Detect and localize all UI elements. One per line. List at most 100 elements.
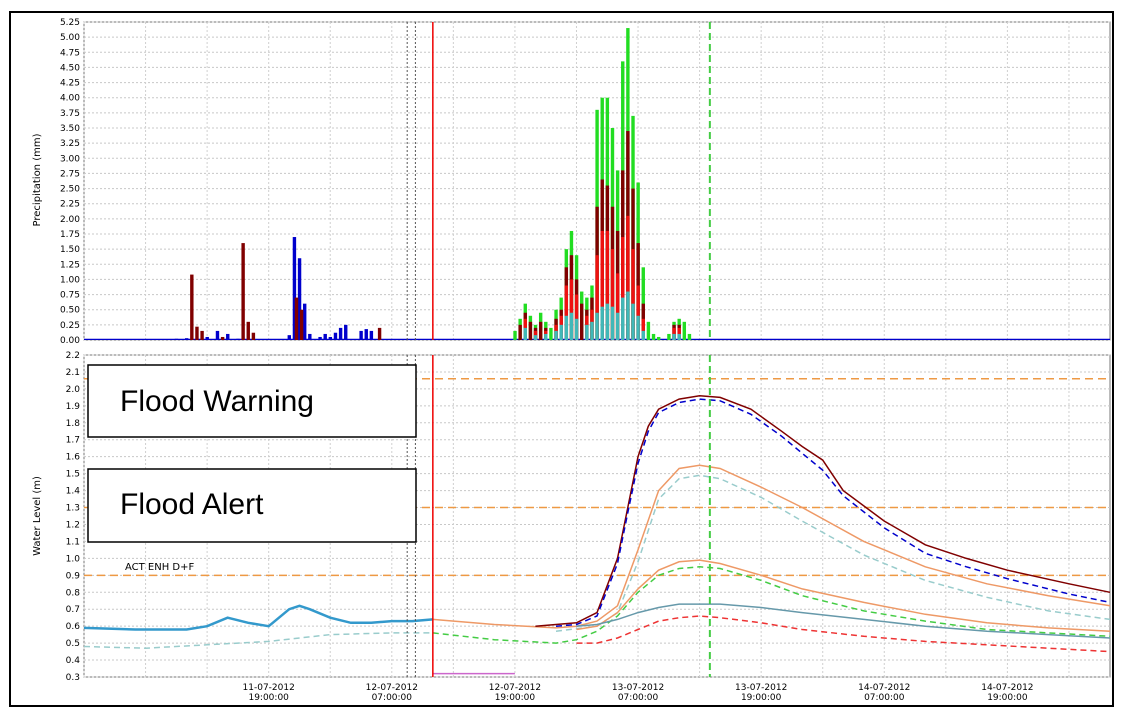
precip-bar: [559, 324, 563, 340]
water-level-series-line: [576, 615, 1111, 653]
y-tick-label: 4.75: [60, 48, 80, 58]
precip-time-markers: [406, 22, 711, 340]
x-tick-date: 11-07-2012: [243, 683, 295, 693]
precip-bar: [574, 294, 579, 340]
y-tick-label: 1.25: [60, 260, 80, 270]
y-tick-label: 1.1: [66, 537, 80, 547]
precip-bar: [651, 333, 656, 340]
precip-bar: [251, 332, 256, 340]
water-level-series-line: [432, 566, 1111, 644]
precip-bar: [605, 303, 610, 340]
precip-bar: [667, 333, 671, 340]
precip-bar: [549, 327, 553, 340]
precip-bar: [323, 333, 327, 340]
precip-bar: [338, 327, 343, 340]
x-tick-time: 07:00:00: [372, 693, 413, 703]
precip-bar: [215, 330, 220, 340]
threshold-label-act-enh: ACT ENH D+F: [125, 562, 195, 573]
y-tick-label: 0.75: [60, 291, 80, 301]
y-tick-label: 1.75: [60, 230, 80, 240]
y-tick-label: 0.3: [66, 673, 80, 683]
y-tick-label: 2.50: [60, 185, 80, 195]
y-tick-label: 5.00: [60, 33, 80, 43]
y-tick-label: 2.1: [66, 368, 80, 378]
precip-bar: [538, 321, 543, 340]
precip-bar: [308, 333, 312, 340]
precip-bar: [641, 330, 645, 340]
water-y-ticks: 0.3 0.4 0.5 0.6 0.7 0.8 0.9 1.0 1.1 1.2 1.3 1.4 1.5 1…: [66, 351, 81, 683]
water-y-axis-label: Water Level (m): [32, 476, 43, 556]
precip-bar: [564, 315, 569, 340]
y-tick-label: 3.75: [60, 109, 80, 119]
water-level-panel: 0.3 0.4 0.5 0.6 0.7 0.8 0.9 1.0 1.1 1.2 1.3 1.4 1.5 1…: [32, 351, 1111, 683]
precip-bar: [564, 285, 569, 340]
precip-bar: [318, 336, 322, 340]
x-tick-date: 12-07-2012: [489, 683, 541, 693]
precip-bar: [615, 273, 620, 340]
y-tick-label: 3.50: [60, 124, 80, 134]
precip-bar: [205, 336, 209, 340]
precip-bar: [600, 230, 604, 340]
water-level-series-line: [576, 603, 1111, 639]
precip-y-ticks: 0.00 0.25 0.50 0.75 1.00 1.25 1.50 1.75 2.00 2.25…: [60, 18, 80, 346]
precip-bar: [626, 215, 630, 340]
y-tick-label: 0.7: [66, 605, 80, 615]
precip-bar: [600, 306, 604, 340]
y-tick-label: 2.75: [60, 169, 80, 179]
precip-bar: [523, 327, 527, 340]
precip-bar: [610, 249, 615, 340]
precip-bar: [580, 303, 584, 340]
precip-bar: [621, 237, 625, 340]
y-tick-label: 2.00: [60, 215, 80, 225]
flood-alert-label: Flood Alert: [120, 488, 264, 521]
precip-bars: [84, 28, 1110, 341]
precip-bar: [533, 335, 538, 340]
precip-bar: [220, 336, 225, 340]
y-tick-label: 3.00: [60, 154, 80, 164]
precip-bar: [569, 312, 574, 340]
water-level-series-line: [83, 632, 433, 649]
x-tick-time: 19:00:00: [741, 693, 782, 703]
precip-bar: [682, 321, 687, 340]
y-tick-label: 4.50: [60, 63, 80, 73]
precip-bar: [174, 338, 179, 340]
y-tick-label: 0.50: [60, 306, 80, 316]
y-tick-label: 2.2: [66, 351, 80, 361]
x-tick-time: 19:00:00: [248, 693, 289, 703]
precip-bar: [641, 318, 645, 340]
x-tick-date: 14-07-2012: [858, 683, 910, 693]
precip-bar: [595, 312, 599, 340]
precip-bar: [195, 326, 199, 340]
precip-bar: [236, 338, 240, 340]
y-tick-label: 0.5: [66, 639, 80, 649]
x-tick-time: 19:00:00: [987, 693, 1028, 703]
x-tick-time: 19:00:00: [495, 693, 536, 703]
precip-bar: [626, 291, 630, 340]
y-tick-label: 2.25: [60, 200, 80, 210]
precip-bar: [328, 336, 333, 340]
precip-y-axis-label: Precipitation (mm): [32, 133, 43, 226]
y-tick-label: 1.6: [66, 453, 81, 463]
precip-bar: [518, 324, 522, 340]
x-tick-date: 14-07-2012: [981, 683, 1033, 693]
precip-bar: [226, 333, 230, 340]
y-tick-label: 1.5: [66, 470, 80, 480]
y-tick-label: 1.0: [66, 554, 81, 564]
precip-bar: [294, 297, 299, 340]
x-tick-date: 12-07-2012: [366, 683, 418, 693]
y-tick-label: 4.00: [60, 94, 80, 104]
precip-bar: [528, 321, 533, 340]
flood-warning-box: [87, 364, 417, 438]
x-tick-date: 13-07-2012: [735, 683, 787, 693]
y-tick-label: 1.2: [66, 520, 80, 530]
precip-bar: [636, 315, 640, 340]
y-tick-label: 1.4: [66, 487, 81, 497]
y-tick-label: 0.9: [66, 571, 81, 581]
precip-bar: [590, 321, 594, 340]
precip-bar: [631, 249, 635, 340]
precip-bar: [287, 335, 291, 340]
precip-bar: [621, 297, 625, 340]
water-level-series-line: [535, 394, 1111, 627]
precip-bar: [656, 336, 661, 340]
